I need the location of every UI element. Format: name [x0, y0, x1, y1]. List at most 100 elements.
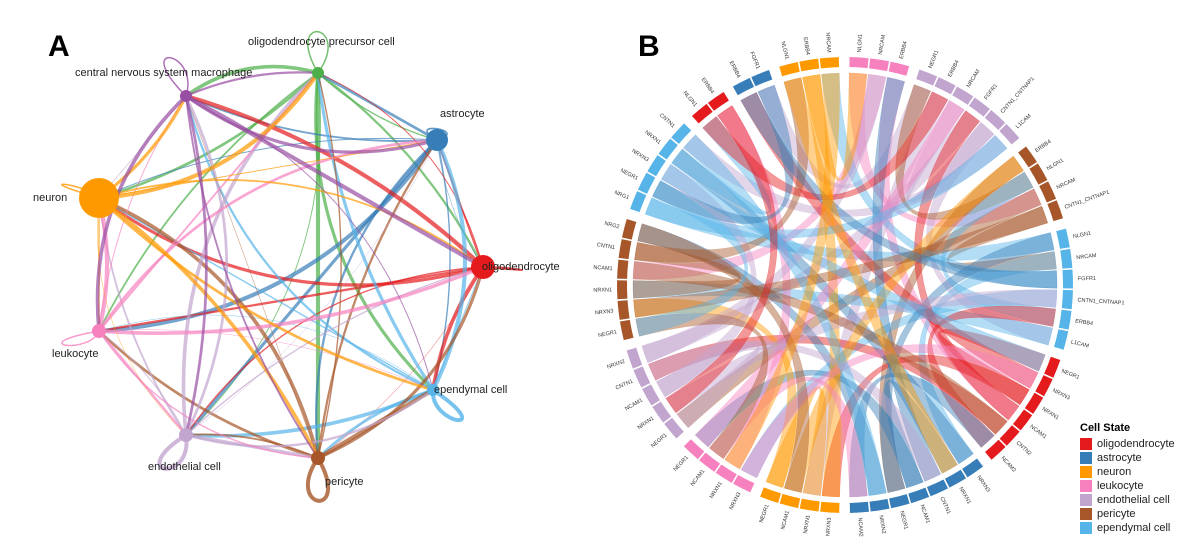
legend-swatch [1080, 452, 1092, 464]
ring-segment [630, 191, 647, 213]
gene-label: NCAM2 [856, 517, 863, 537]
gene-label: NEGR1 [898, 510, 908, 530]
edge [184, 138, 439, 437]
gene-label: CNTN1_CNTNAP1 [1064, 189, 1110, 210]
edge [316, 72, 435, 391]
gene-label: NCAM1 [1028, 424, 1047, 440]
chord [647, 334, 1008, 435]
self-loop [157, 433, 189, 471]
node [79, 178, 119, 218]
ring-segment [642, 384, 660, 406]
gene-label: NCAM1 [593, 265, 613, 272]
chord [637, 223, 887, 496]
edge [97, 196, 320, 459]
chord [683, 134, 887, 496]
node [471, 255, 495, 279]
chord [635, 180, 748, 337]
self-loop [430, 388, 464, 422]
gene-label: NRXN3 [975, 475, 991, 494]
chord [641, 110, 981, 364]
chord [652, 84, 794, 224]
chord [671, 116, 772, 215]
edge [317, 72, 342, 459]
chord [683, 134, 1008, 217]
gene-label: NRXN1 [803, 515, 812, 534]
ring-segment [733, 475, 755, 493]
edge [98, 265, 484, 335]
gene-label: L1CAM [1070, 339, 1090, 349]
ring-segment [617, 259, 629, 279]
node [311, 451, 325, 465]
chord [878, 155, 1024, 493]
edge [98, 330, 319, 460]
edge [97, 197, 187, 436]
edge [184, 64, 319, 98]
chord [878, 77, 1020, 421]
gene-label: NCAM1 [690, 469, 706, 488]
chord [740, 289, 1058, 479]
ring-segment [617, 280, 628, 300]
chord [717, 105, 791, 470]
edge [98, 314, 434, 391]
gene-label: NRXN1 [709, 481, 724, 500]
edge [185, 94, 485, 269]
chord [655, 342, 760, 429]
gene-label: ERBB4 [802, 37, 811, 56]
edge [317, 266, 485, 460]
ring-segment [962, 458, 984, 478]
edge [98, 179, 484, 268]
gene-label: NEGR1 [759, 504, 771, 524]
chord [644, 134, 1008, 239]
self-loop [305, 456, 331, 503]
chord [665, 289, 1058, 414]
ring-segment [671, 123, 692, 144]
ring-segment [622, 219, 637, 240]
chord [637, 223, 810, 493]
ring-segment [889, 494, 910, 509]
self-loop [307, 30, 329, 74]
ring-segment [820, 501, 840, 513]
gene-label: NRXN1 [593, 287, 612, 293]
legend-label: oligodendrocyte [1097, 438, 1175, 450]
chord [906, 100, 995, 203]
gene-label: CNTN1 [938, 496, 951, 515]
chord [633, 205, 1049, 318]
ring-segment [934, 77, 956, 95]
ring-segment [779, 61, 800, 77]
ring-segment [869, 58, 890, 72]
edge [431, 265, 485, 391]
chord [848, 72, 1042, 228]
node-label: endothelial cell [148, 461, 221, 473]
chord [914, 110, 1020, 421]
gene-label: NRCAM [966, 68, 982, 89]
chord [880, 232, 1055, 493]
edge [181, 71, 320, 436]
gene-label: NRXN3 [826, 517, 833, 536]
gene-label: CNTN1 [615, 379, 634, 392]
gene-label: L1CAM [1015, 113, 1033, 130]
chord [740, 344, 1039, 479]
chord [633, 298, 798, 488]
chord [821, 354, 1030, 498]
panel-letter: A [48, 30, 70, 63]
chord [709, 376, 868, 498]
ring-segment [888, 61, 910, 76]
gene-label: NRXN3 [1051, 388, 1070, 402]
edge [436, 139, 484, 268]
gene-label: NEGR1 [928, 50, 941, 70]
ring-segment [617, 300, 630, 320]
edge [98, 265, 484, 333]
ring-segment [637, 172, 656, 194]
node [179, 428, 193, 442]
ring-segment [984, 110, 1006, 130]
gene-label: ERBB4 [728, 60, 742, 79]
edge [98, 329, 434, 391]
legend-label: neuron [1097, 466, 1131, 478]
edge [98, 197, 434, 391]
ring-segment [707, 92, 729, 111]
gene-label: NCAM2 [999, 455, 1016, 473]
ring-segment [664, 417, 684, 439]
node [312, 67, 324, 79]
chord [632, 242, 741, 299]
edge [317, 72, 485, 268]
